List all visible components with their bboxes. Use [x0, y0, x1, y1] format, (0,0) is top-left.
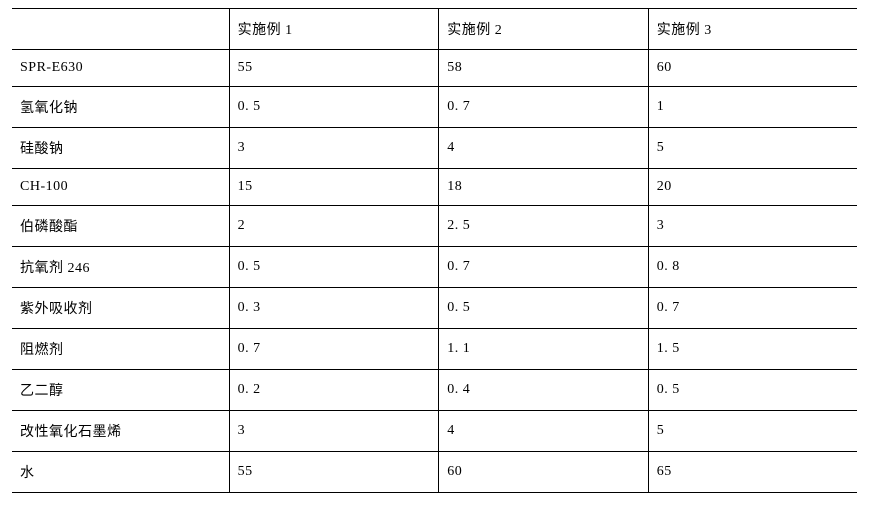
cell: 1. 1: [439, 329, 649, 370]
cell: 0. 8: [648, 247, 857, 288]
cell: 0. 7: [439, 87, 649, 128]
cell: 0. 5: [439, 288, 649, 329]
cell: 2: [229, 206, 439, 247]
cell: 65: [648, 452, 857, 493]
row-label: 伯磷酸酯: [12, 206, 229, 247]
table-row: 氢氧化钠 0. 5 0. 7 1: [12, 87, 857, 128]
cell: 0. 5: [229, 87, 439, 128]
row-label: 水: [12, 452, 229, 493]
table-row: 改性氧化石墨烯 3 4 5: [12, 411, 857, 452]
cell: 0. 7: [229, 329, 439, 370]
cell: 1: [648, 87, 857, 128]
header-cell-ex1: 实施例 1: [229, 9, 439, 50]
row-label: 紫外吸收剂: [12, 288, 229, 329]
table-row: 阻燃剂 0. 7 1. 1 1. 5: [12, 329, 857, 370]
cell: 1. 5: [648, 329, 857, 370]
cell: 60: [648, 50, 857, 87]
table-row: 乙二醇 0. 2 0. 4 0. 5: [12, 370, 857, 411]
cell: 4: [439, 128, 649, 169]
cell: 5: [648, 128, 857, 169]
composition-table: 实施例 1 实施例 2 实施例 3 SPR-E630 55 58 60 氢氧化钠…: [12, 8, 857, 493]
cell: 0. 2: [229, 370, 439, 411]
row-label: 改性氧化石墨烯: [12, 411, 229, 452]
cell: 0. 5: [648, 370, 857, 411]
cell: 20: [648, 169, 857, 206]
cell: 0. 7: [439, 247, 649, 288]
table-row: SPR-E630 55 58 60: [12, 50, 857, 87]
cell: 0. 5: [229, 247, 439, 288]
table-row: 抗氧剂 246 0. 5 0. 7 0. 8: [12, 247, 857, 288]
table-row: CH-100 15 18 20: [12, 169, 857, 206]
cell: 4: [439, 411, 649, 452]
cell: 58: [439, 50, 649, 87]
cell: 0. 4: [439, 370, 649, 411]
cell: 60: [439, 452, 649, 493]
table-container: 实施例 1 实施例 2 实施例 3 SPR-E630 55 58 60 氢氧化钠…: [0, 0, 869, 501]
header-cell-ex3: 实施例 3: [648, 9, 857, 50]
table-row: 硅酸钠 3 4 5: [12, 128, 857, 169]
cell: 3: [648, 206, 857, 247]
cell: 5: [648, 411, 857, 452]
row-label: SPR-E630: [12, 50, 229, 87]
cell: 3: [229, 411, 439, 452]
cell: 3: [229, 128, 439, 169]
row-label: 乙二醇: [12, 370, 229, 411]
table-row: 紫外吸收剂 0. 3 0. 5 0. 7: [12, 288, 857, 329]
cell: 18: [439, 169, 649, 206]
cell: 55: [229, 452, 439, 493]
cell: 55: [229, 50, 439, 87]
header-row: 实施例 1 实施例 2 实施例 3: [12, 9, 857, 50]
row-label: 氢氧化钠: [12, 87, 229, 128]
row-label: 硅酸钠: [12, 128, 229, 169]
row-label: 阻燃剂: [12, 329, 229, 370]
table-row: 伯磷酸酯 2 2. 5 3: [12, 206, 857, 247]
row-label: 抗氧剂 246: [12, 247, 229, 288]
row-label: CH-100: [12, 169, 229, 206]
table-row: 水 55 60 65: [12, 452, 857, 493]
header-cell-ex2: 实施例 2: [439, 9, 649, 50]
cell: 2. 5: [439, 206, 649, 247]
cell: 0. 7: [648, 288, 857, 329]
cell: 15: [229, 169, 439, 206]
header-cell-blank: [12, 9, 229, 50]
cell: 0. 3: [229, 288, 439, 329]
